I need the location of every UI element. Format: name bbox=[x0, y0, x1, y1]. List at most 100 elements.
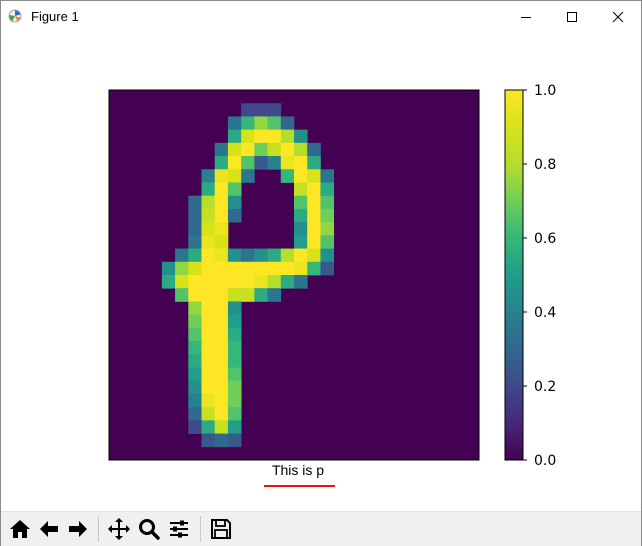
heatmap-cell bbox=[214, 393, 229, 408]
back-button[interactable] bbox=[35, 515, 62, 543]
heatmap-cell bbox=[280, 142, 295, 157]
heatmap-cell bbox=[241, 169, 255, 183]
heatmap-cell bbox=[188, 327, 202, 342]
toolbar-separator bbox=[98, 516, 99, 542]
heatmap-cell bbox=[161, 275, 176, 289]
heatmap-cell bbox=[227, 301, 242, 316]
forward-button[interactable] bbox=[64, 515, 91, 543]
heatmap-cell bbox=[280, 169, 295, 183]
heatmap-cell bbox=[254, 103, 268, 117]
heatmap-cell bbox=[214, 182, 229, 197]
heatmap-cell bbox=[188, 195, 202, 210]
plot-svg: 0.0 0.2 0.4 0.6 0.8 1.0 bbox=[108, 83, 556, 469]
heatmap-cell bbox=[307, 261, 321, 276]
heatmap-cell bbox=[227, 208, 242, 223]
heatmap-cell bbox=[201, 208, 216, 223]
heatmap-cell bbox=[294, 235, 308, 249]
heatmap-cell bbox=[214, 314, 229, 329]
heatmap-cell bbox=[201, 380, 216, 395]
heatmap-cell bbox=[320, 235, 335, 249]
heatmap-cell bbox=[201, 420, 216, 434]
heatmap-cell bbox=[307, 222, 321, 236]
save-button[interactable] bbox=[207, 515, 234, 543]
close-button[interactable] bbox=[595, 1, 641, 32]
heatmap-cell bbox=[320, 169, 335, 183]
heatmap-cell bbox=[214, 208, 229, 223]
zoom-icon bbox=[138, 519, 160, 540]
pan-icon bbox=[107, 518, 130, 540]
heatmap-cell bbox=[241, 129, 255, 144]
heatmap-cell bbox=[201, 248, 216, 263]
heatmap-cell bbox=[294, 156, 308, 170]
heatmap-cell bbox=[267, 103, 282, 117]
heatmap-cell bbox=[307, 156, 321, 170]
colorbar-tick-label: 0.0 bbox=[534, 453, 556, 469]
heatmap-cell bbox=[175, 275, 189, 289]
heatmap-cell bbox=[320, 208, 335, 223]
heatmap-image bbox=[109, 90, 479, 460]
heatmap-cell bbox=[254, 116, 268, 131]
heatmap-cell bbox=[214, 261, 229, 276]
heatmap-cell bbox=[267, 129, 282, 144]
heatmap-cell bbox=[280, 116, 295, 131]
heatmap-cell bbox=[161, 261, 176, 276]
heatmap-cell bbox=[267, 275, 282, 289]
heatmap-cell bbox=[294, 195, 308, 210]
heatmap-cell bbox=[294, 222, 308, 236]
axes-frame bbox=[108, 89, 480, 461]
heatmap-cell bbox=[188, 301, 202, 316]
heatmap-cell bbox=[214, 433, 229, 448]
heatmap-cell bbox=[267, 116, 282, 131]
maximize-icon bbox=[567, 11, 577, 22]
matplotlib-logo-icon bbox=[8, 9, 22, 23]
heatmap-cell bbox=[307, 142, 321, 157]
back-icon bbox=[39, 521, 58, 537]
toolbar-separator bbox=[200, 516, 201, 542]
forward-icon bbox=[68, 521, 87, 537]
heatmap-cell bbox=[188, 420, 202, 434]
heatmap-cell bbox=[241, 156, 255, 170]
heatmap-cell bbox=[175, 288, 189, 302]
maximize-button[interactable] bbox=[549, 1, 595, 32]
title-bar[interactable]: Figure 1 bbox=[1, 1, 641, 32]
heatmap-cell bbox=[214, 380, 229, 395]
heatmap-cell bbox=[227, 314, 242, 329]
heatmap-cell bbox=[214, 195, 229, 210]
close-icon bbox=[612, 11, 624, 22]
heatmap-cell bbox=[188, 235, 202, 249]
heatmap-cell bbox=[307, 248, 321, 263]
heatmap-cell bbox=[201, 195, 216, 210]
heatmap-cell bbox=[241, 248, 255, 263]
heatmap-cell bbox=[294, 169, 308, 183]
heatmap-cell bbox=[188, 288, 202, 302]
heatmap-cell bbox=[227, 420, 242, 434]
minimize-icon bbox=[521, 16, 531, 18]
heatmap-cell bbox=[227, 195, 242, 210]
heatmap-cell bbox=[201, 261, 216, 276]
heatmap-cell bbox=[267, 248, 282, 263]
home-icon bbox=[9, 520, 30, 538]
heatmap-cell bbox=[227, 380, 242, 395]
heatmap-cell bbox=[227, 433, 242, 448]
home-button[interactable] bbox=[6, 515, 33, 543]
configure-subplots-icon bbox=[169, 520, 188, 538]
colorbar-tick-label: 0.2 bbox=[534, 379, 556, 395]
configure-subplots-button[interactable] bbox=[165, 515, 192, 543]
heatmap-cell bbox=[280, 275, 295, 289]
heatmap-cell bbox=[201, 407, 216, 421]
pan-button[interactable] bbox=[105, 515, 132, 543]
colorbar-tick-label: 0.6 bbox=[534, 231, 556, 247]
heatmap-cell bbox=[201, 354, 216, 368]
heatmap-cell bbox=[201, 301, 216, 316]
minimize-button[interactable] bbox=[503, 1, 549, 32]
heatmap-cell bbox=[214, 327, 229, 342]
zoom-button[interactable] bbox=[135, 515, 162, 543]
heatmap-cell bbox=[214, 288, 229, 302]
heatmap-cell bbox=[201, 169, 216, 183]
heatmap-cell bbox=[188, 341, 202, 355]
heatmap-cell bbox=[294, 248, 308, 263]
heatmap-cell bbox=[294, 182, 308, 197]
heatmap-cell bbox=[201, 314, 216, 329]
heatmap-cell bbox=[227, 116, 242, 131]
figure-canvas[interactable]: 0.0 0.2 0.4 0.6 0.8 1.0 This is p bbox=[1, 32, 641, 510]
